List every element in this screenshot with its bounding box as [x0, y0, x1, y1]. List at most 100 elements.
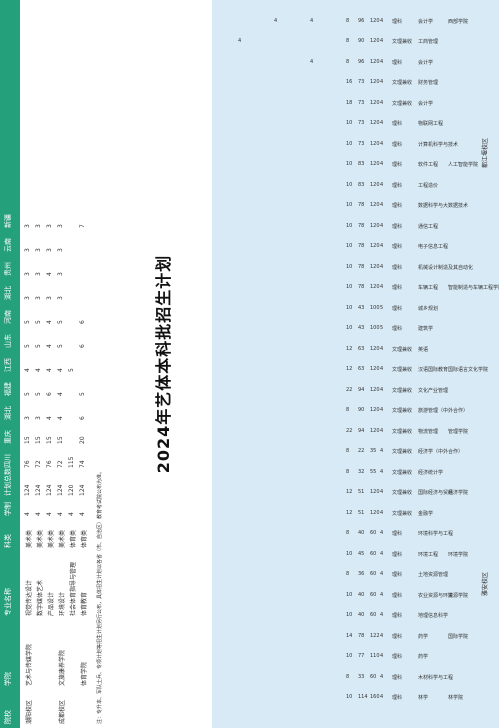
- table-cell: 124: [46, 484, 53, 496]
- table-cell: 12: [346, 346, 353, 352]
- table-cell: 财务管理: [418, 80, 439, 87]
- table-cell: 120: [370, 18, 380, 24]
- table-cell: 122: [370, 633, 380, 639]
- table-cell: 4: [380, 428, 384, 434]
- table-cell: 理科: [392, 654, 403, 661]
- table-cell: 会计学: [418, 101, 434, 107]
- table-cell: 工程造价: [418, 183, 439, 189]
- table-cell: 4: [35, 512, 42, 516]
- table-cell: 4: [57, 392, 64, 396]
- table-cell: 5: [79, 392, 86, 396]
- table-cell: 文理兼收: [392, 101, 413, 107]
- table-cell: 4: [380, 141, 384, 147]
- table-cell: 3: [35, 224, 42, 228]
- table-cell: 15: [24, 436, 31, 444]
- table-cell: 药学: [418, 654, 429, 661]
- table-cell: 4: [380, 571, 384, 578]
- table-cell: 理科: [392, 306, 403, 312]
- table-row: 潮阳校区 艺术与传媒学院 视觉传达设计 美术类 4 124 76 15 3 5 4 5 5 3 3 3 3: [22, 0, 33, 728]
- table-cell: 人工智能学院: [448, 162, 479, 169]
- header-col: 学制: [4, 502, 12, 516]
- table-cell: 6: [79, 344, 86, 348]
- table-cell: 4: [380, 120, 384, 127]
- table-cell: 76: [46, 460, 53, 468]
- table-cell: 73: [358, 120, 365, 127]
- table-cell: 药学: [418, 634, 429, 640]
- table-cell: 10: [346, 243, 353, 250]
- table-cell: 10: [346, 694, 353, 701]
- table-cell: 124: [57, 484, 64, 496]
- table-cell: 体育类: [70, 529, 77, 548]
- table-cell: 8: [346, 38, 350, 45]
- table-cell: 4: [380, 592, 384, 598]
- table-cell: 110: [370, 653, 380, 660]
- table-cell: 金融学: [418, 511, 434, 517]
- table-cell: 理科: [392, 265, 403, 271]
- table-cell: 78: [358, 633, 365, 639]
- table-cell: 理科: [392, 326, 403, 333]
- table-cell: 8: [346, 469, 350, 475]
- table-cell: 城乡规划: [418, 306, 439, 312]
- table-cell: 理科: [392, 552, 403, 558]
- table-cell: 理科: [392, 244, 403, 251]
- table-cell: 120: [370, 202, 380, 209]
- table-cell: 3: [46, 224, 53, 228]
- table-cell: 43: [358, 325, 365, 332]
- table-cell: 理科: [392, 224, 403, 230]
- table-cell: 文理兼收: [392, 367, 413, 374]
- table-cell: 5: [24, 344, 31, 348]
- table-cell: 63: [358, 346, 365, 352]
- table-cell: 文理兼收: [392, 449, 413, 456]
- table-cell: 成都校区: [59, 699, 66, 724]
- table-cell: 15: [57, 436, 64, 444]
- table-cell: 4: [380, 79, 384, 86]
- table-cell: 100: [370, 325, 380, 332]
- header-col: 重庆: [4, 430, 12, 444]
- table-cell: 西部学院: [448, 19, 469, 25]
- table-cell: 4: [46, 512, 53, 516]
- table-cell: 经济学（中外合作）: [418, 449, 464, 456]
- table-cell: 120: [370, 79, 380, 86]
- table-cell: 120: [370, 120, 380, 127]
- table-cell: 国际语言文化学院: [448, 367, 489, 374]
- table-cell: 120: [370, 243, 380, 250]
- table-cell: 理科: [392, 285, 403, 292]
- table-cell: 理科: [392, 613, 403, 620]
- table-cell: 120: [370, 407, 380, 414]
- table-cell: 18: [346, 100, 353, 106]
- table-cell: 4: [380, 653, 384, 660]
- table-cell: 124: [35, 484, 42, 496]
- table-cell: 8: [346, 448, 350, 455]
- table-cell: 理科: [392, 572, 403, 579]
- header-col: 湖北: [4, 406, 12, 420]
- table-cell: 产品设计: [48, 591, 55, 616]
- header-col: 福建: [4, 382, 12, 396]
- table-cell: 8: [346, 530, 350, 537]
- table-cell: 124: [24, 484, 31, 496]
- table-cell: 100: [370, 305, 380, 311]
- table-cell: 74: [79, 460, 86, 468]
- table-cell: 8: [346, 18, 350, 24]
- table-cell: 文理兼收: [392, 80, 413, 87]
- table-cell: 14: [346, 633, 353, 639]
- table-cell: 43: [358, 305, 365, 311]
- table-cell: 5: [57, 344, 64, 348]
- table-cell: 4: [310, 59, 314, 65]
- table-cell: 5: [57, 320, 64, 324]
- table-cell: 94: [358, 387, 365, 393]
- table-cell: 4: [380, 694, 384, 701]
- table-cell: 理科: [392, 121, 403, 128]
- table-cell: 环境科学与工程: [418, 531, 454, 538]
- table-cell: 4: [24, 368, 31, 372]
- table-cell: 美术类: [48, 529, 55, 548]
- table-cell: 工商管理: [418, 39, 439, 46]
- table-cell: 4: [380, 387, 384, 393]
- table-cell: 10: [346, 223, 353, 229]
- table-cell: 美术类: [37, 529, 44, 548]
- table-cell: 智能制造与车辆工程学院: [448, 285, 499, 292]
- campus-label: 雅安校区: [482, 571, 489, 596]
- table-cell: 4: [46, 320, 53, 324]
- table-cell: 36: [358, 571, 365, 578]
- table-cell: 3: [57, 296, 64, 300]
- table-cell: 12: [346, 366, 353, 373]
